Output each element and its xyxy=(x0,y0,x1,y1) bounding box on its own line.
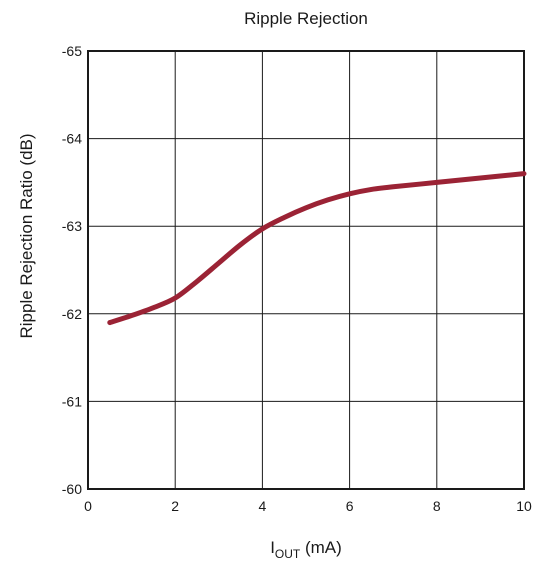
y-axis-label: Ripple Rejection Ratio (dB) xyxy=(17,133,36,338)
x-axis-label-unit: (mA) xyxy=(300,538,342,557)
y-tick-label: -63 xyxy=(62,218,82,234)
y-tick-label: -61 xyxy=(62,393,82,409)
y-tick-label: -65 xyxy=(62,43,82,59)
x-tick-label: 10 xyxy=(516,498,532,514)
x-tick-labels: 0 2 4 6 8 10 xyxy=(84,498,532,514)
y-tick-label: -60 xyxy=(62,481,82,497)
series-layer xyxy=(107,171,527,326)
x-tick-label: 2 xyxy=(171,498,179,514)
chart-title: Ripple Rejection xyxy=(244,9,368,28)
x-axis-label-main: I xyxy=(270,538,275,557)
x-axis-label: IOUT (mA) xyxy=(270,538,342,561)
y-tick-labels: -65 -64 -63 -62 -61 -60 xyxy=(62,43,82,497)
x-tick-label: 8 xyxy=(433,498,441,514)
y-tick-label: -64 xyxy=(62,131,82,147)
plot-frame xyxy=(87,50,525,490)
x-axis-label-subscript: OUT xyxy=(275,547,301,561)
series-line xyxy=(107,171,527,326)
grid xyxy=(87,50,525,490)
x-tick-label: 6 xyxy=(346,498,354,514)
y-tick-label: -62 xyxy=(62,306,82,322)
x-tick-label: 0 xyxy=(84,498,92,514)
x-tick-label: 4 xyxy=(259,498,267,514)
